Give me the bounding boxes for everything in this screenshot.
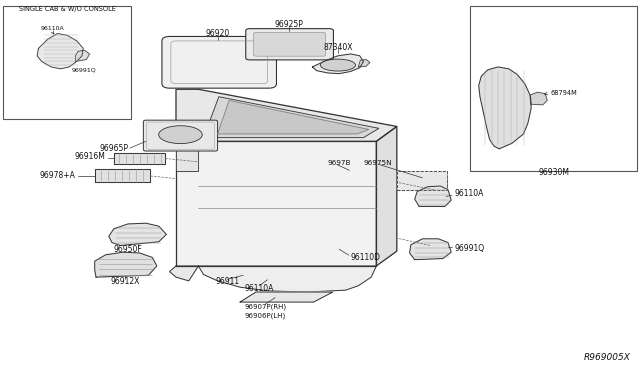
Polygon shape — [204, 97, 379, 138]
FancyBboxPatch shape — [253, 32, 326, 56]
Text: 96907P(RH): 96907P(RH) — [244, 304, 287, 310]
Polygon shape — [531, 92, 547, 105]
Polygon shape — [114, 153, 165, 164]
FancyBboxPatch shape — [143, 120, 218, 151]
Polygon shape — [95, 169, 150, 182]
Polygon shape — [312, 54, 364, 74]
Polygon shape — [170, 266, 198, 281]
Polygon shape — [218, 100, 369, 134]
Text: 96925P: 96925P — [275, 20, 304, 29]
Polygon shape — [410, 239, 451, 260]
Text: SINGLE CAB & W/O CONSOLE: SINGLE CAB & W/O CONSOLE — [19, 6, 116, 12]
Polygon shape — [176, 89, 397, 141]
Text: 9697B: 9697B — [328, 160, 351, 166]
Polygon shape — [176, 141, 376, 266]
Text: 96110D: 96110D — [351, 253, 381, 262]
Text: 96978+A: 96978+A — [40, 171, 76, 180]
Text: 96906P(LH): 96906P(LH) — [245, 312, 286, 319]
Polygon shape — [415, 186, 451, 206]
Text: 96991Q: 96991Q — [72, 68, 97, 73]
Polygon shape — [198, 266, 376, 292]
Polygon shape — [479, 67, 531, 149]
Polygon shape — [240, 292, 333, 302]
Polygon shape — [376, 126, 397, 266]
FancyBboxPatch shape — [470, 6, 637, 171]
Polygon shape — [358, 60, 370, 67]
Polygon shape — [176, 141, 198, 171]
FancyBboxPatch shape — [246, 29, 333, 60]
Text: 96950F: 96950F — [114, 246, 142, 254]
Text: 96916M: 96916M — [75, 153, 106, 161]
Text: R969005X: R969005X — [584, 353, 630, 362]
Polygon shape — [109, 223, 166, 246]
Text: 87340X: 87340X — [323, 43, 353, 52]
Text: 96911: 96911 — [215, 278, 239, 286]
Text: 96930M: 96930M — [538, 169, 569, 177]
Text: 96965P: 96965P — [99, 144, 128, 153]
Text: 68794M: 68794M — [550, 90, 577, 96]
Text: 96975N: 96975N — [364, 160, 392, 166]
Text: 96110A: 96110A — [244, 284, 274, 293]
FancyBboxPatch shape — [162, 36, 276, 88]
Text: 96110A: 96110A — [40, 26, 64, 31]
Text: 96991Q: 96991Q — [454, 244, 484, 253]
Ellipse shape — [159, 126, 202, 144]
FancyBboxPatch shape — [3, 6, 131, 119]
Text: 96920: 96920 — [205, 29, 230, 38]
Polygon shape — [37, 33, 83, 69]
Text: 96912X: 96912X — [111, 277, 140, 286]
Polygon shape — [95, 252, 157, 277]
Ellipse shape — [321, 59, 356, 71]
Polygon shape — [76, 50, 90, 61]
Polygon shape — [397, 171, 447, 190]
Text: 96110A: 96110A — [454, 189, 484, 198]
